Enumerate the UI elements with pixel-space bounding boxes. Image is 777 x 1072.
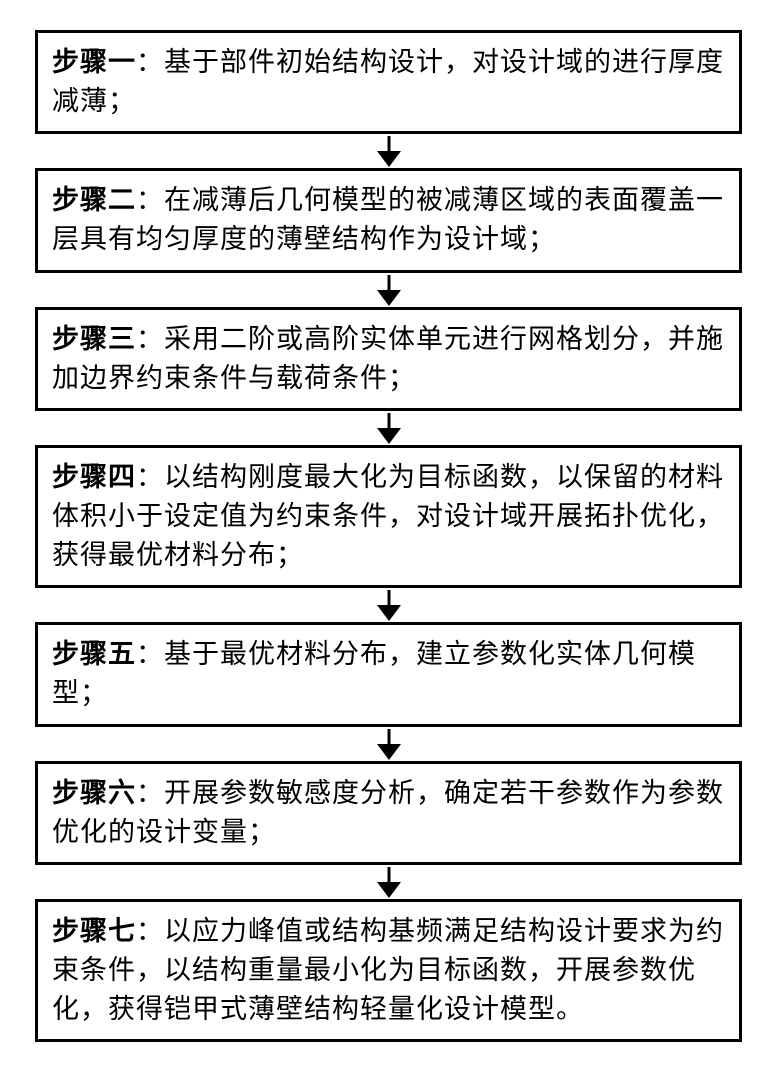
step-box-5: 步骤五：基于最优材料分布，建立参数化实体几何模型； [35, 622, 742, 726]
step-box-2: 步骤二：在减薄后几何模型的被减薄区域的表面覆盖一层具有均匀厚度的薄壁结构作为设计… [35, 168, 742, 272]
step-sep-2: ： [136, 185, 164, 215]
step-sep-5: ： [136, 639, 164, 669]
step-label-5: 步骤五 [52, 639, 136, 669]
step-box-7: 步骤七：以应力峰值或结构基频满足结构设计要求为约束条件，以结构重量最小化为目标函… [35, 899, 742, 1042]
step-box-6: 步骤六：开展参数敏感度分析，确定若干参数作为参数优化的设计变量； [35, 761, 742, 865]
step-box-3: 步骤三：采用二阶或高阶实体单元进行网格划分，并施加边界约束条件与载荷条件； [35, 307, 742, 411]
step-label-3: 步骤三 [52, 324, 136, 354]
step-label-7: 步骤七 [52, 916, 136, 946]
step-box-4: 步骤四：以结构刚度最大化为目标函数，以保留的材料体积小于设定值为约束条件，对设计… [35, 445, 742, 588]
flowchart-container: 步骤一：基于部件初始结构设计，对设计域的进行厚度减薄； 步骤二：在减薄后几何模型… [35, 30, 742, 1042]
step-label-2: 步骤二 [52, 185, 136, 215]
step-sep-3: ： [136, 324, 164, 354]
step-label-6: 步骤六 [52, 778, 136, 808]
step-label-4: 步骤四 [52, 462, 136, 492]
step-sep-1: ： [136, 47, 164, 77]
step-sep-7: ： [136, 916, 164, 946]
step-box-1: 步骤一：基于部件初始结构设计，对设计域的进行厚度减薄； [35, 30, 742, 134]
step-sep-4: ： [136, 462, 164, 492]
step-sep-6: ： [136, 778, 164, 808]
step-label-1: 步骤一 [52, 47, 136, 77]
